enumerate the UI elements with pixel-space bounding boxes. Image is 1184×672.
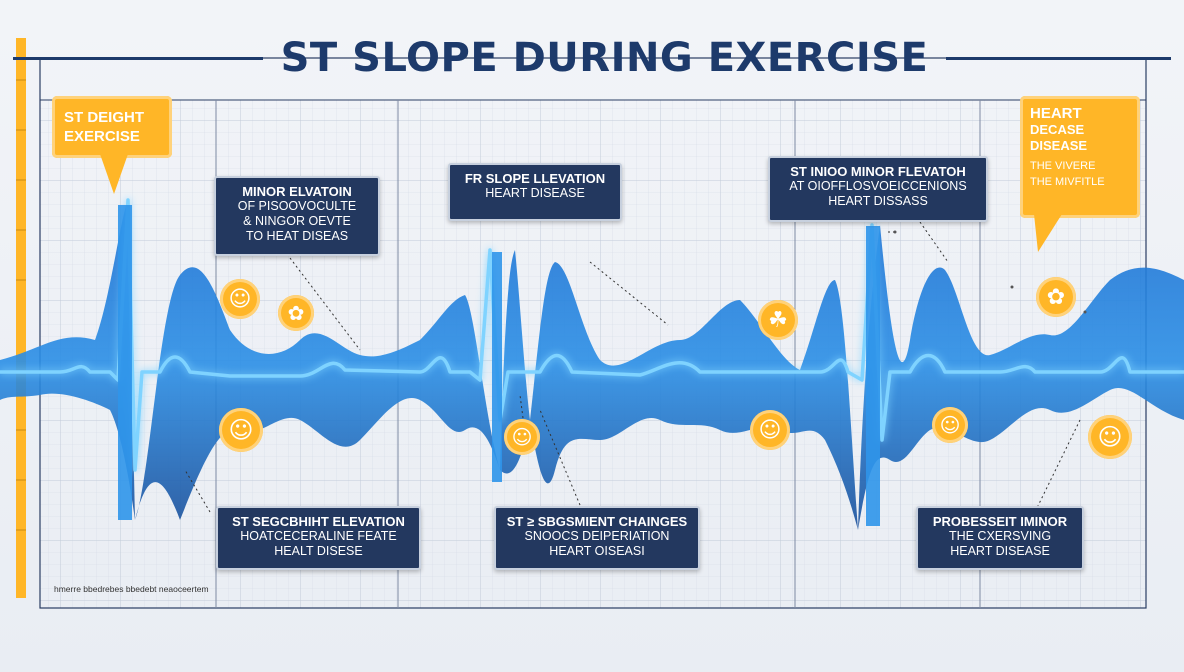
figure-icon: ☘ (758, 300, 798, 340)
callout-slope-elevation: FR SLOPE LLEVATION HEART DISEASE (448, 163, 622, 221)
figure-icon: ☺ (220, 279, 260, 319)
callout-minor-elevation: MINOR ELVATOIN OF PISOOVOCULTE & NINGOR … (214, 176, 380, 256)
left-ruler (16, 38, 26, 598)
ecg-envelope (0, 200, 1184, 530)
figure-icon: ✿ (1036, 277, 1076, 317)
title-rule-left (12, 56, 263, 60)
qrs-bar (492, 252, 502, 482)
qrs-bar (866, 226, 880, 526)
title-rule-right (946, 56, 1172, 60)
callout-heart-disease: HEART DECASE DISEASE THE VIVERE THE MIVF… (1020, 96, 1140, 218)
figure-icon: ☺ (504, 419, 540, 455)
callout-tail (1034, 214, 1062, 252)
footnote: hmerre bbedrebes bbedebt neaoceertem (54, 584, 209, 594)
ecg-trace (0, 198, 1184, 472)
figure-icon: ☺ (750, 410, 790, 450)
callout-tail (100, 154, 128, 194)
qrs-bar (118, 205, 132, 520)
figure-icon: ☺ (219, 408, 263, 452)
callout-segment-changes: ST ≥ SBGSMIENT CHAINGES SNOOCS DEIPERIAT… (494, 506, 700, 570)
callout-exercise: ST DEIGHT EXERCISE (52, 96, 172, 158)
title-bar: ST SLOPE DURING EXERCISE (0, 28, 1184, 88)
figure-icon: ☺ (1088, 415, 1132, 459)
callout-progressive-minor: PROBESSEIT IMINOR THE CXERSVING HEART DI… (916, 506, 1084, 570)
figure-icon: ☺ (932, 407, 968, 443)
callout-segment-elevation: ST SEGCBHIHT ELEVATION HOATCECERALINE FE… (216, 506, 421, 570)
page-title: ST SLOPE DURING EXERCISE (280, 35, 929, 81)
callout-minor-heart: ST INIOO MINOR FLEVATOH AT OIOFFLOSVOEIC… (768, 156, 988, 222)
figure-icon: ✿ (278, 295, 314, 331)
